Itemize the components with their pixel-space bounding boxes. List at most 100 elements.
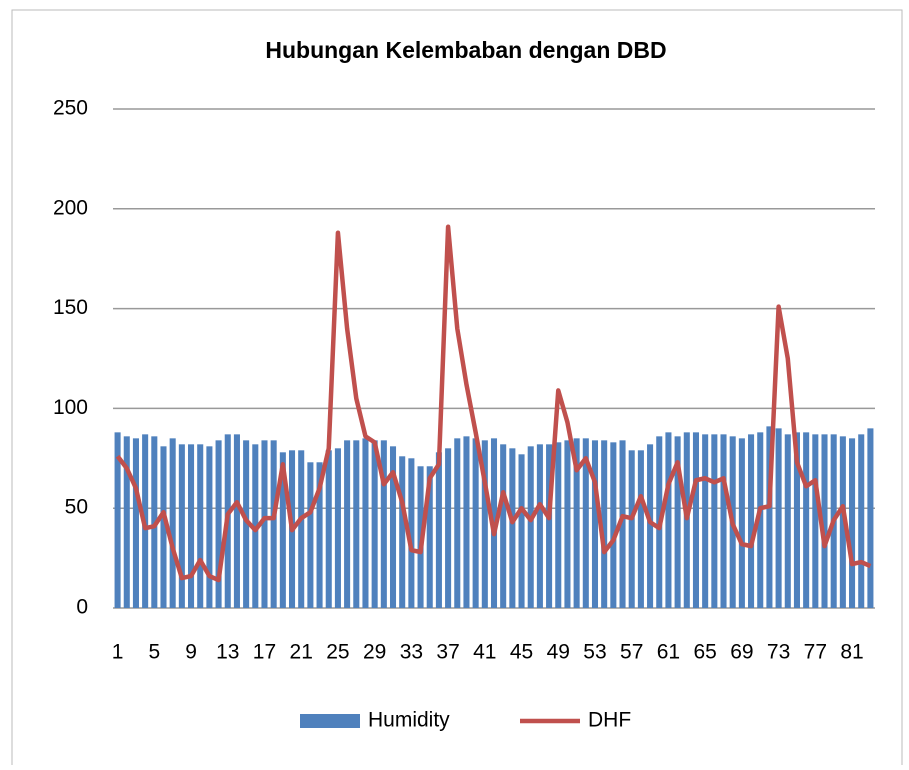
- bar: [307, 462, 314, 608]
- bar: [463, 436, 470, 608]
- x-tick-label: 69: [730, 641, 753, 664]
- bar: [692, 432, 700, 608]
- bar: [445, 448, 452, 608]
- bar: [527, 446, 534, 608]
- bar: [757, 432, 764, 608]
- bar: [619, 440, 626, 608]
- bar: [362, 438, 369, 608]
- bar: [233, 434, 240, 608]
- x-tick-label: 5: [148, 641, 160, 664]
- legend-label: DHF: [588, 709, 631, 732]
- x-tick-label: 21: [290, 641, 313, 664]
- y-tick-label: 200: [53, 196, 88, 219]
- bar: [793, 432, 800, 608]
- bar: [206, 446, 213, 608]
- y-tick-label: 100: [53, 396, 88, 419]
- bar: [123, 436, 130, 608]
- bar: [546, 444, 553, 608]
- bar: [454, 438, 461, 608]
- bar: [399, 456, 406, 608]
- legend-label: Humidity: [368, 709, 450, 732]
- bar: [481, 440, 488, 608]
- chart-title: Hubungan Kelembaban dengan DBD: [265, 37, 666, 63]
- bar: [160, 446, 167, 608]
- y-tick-label: 0: [76, 596, 88, 619]
- bar: [279, 452, 286, 608]
- bar: [711, 434, 718, 608]
- bar: [518, 454, 525, 608]
- x-tick-label: 33: [400, 641, 423, 664]
- chart-frame: [11, 9, 903, 770]
- x-tick-label: 29: [363, 641, 386, 664]
- y-tick-label: 50: [65, 496, 88, 519]
- x-tick-label: 53: [583, 641, 606, 664]
- legend-swatch: [300, 714, 360, 728]
- x-tick-label: 61: [657, 641, 680, 664]
- y-tick-label: 150: [53, 296, 88, 319]
- bar: [674, 436, 681, 608]
- bar: [353, 440, 360, 608]
- x-tick-label: 25: [326, 641, 349, 664]
- bar: [766, 426, 773, 608]
- bar: [803, 432, 810, 608]
- x-tick-label: 13: [216, 641, 239, 664]
- x-tick-label: 9: [185, 641, 197, 664]
- bar: [169, 438, 176, 608]
- bar: [647, 444, 654, 608]
- bar: [178, 444, 185, 608]
- bar: [472, 438, 479, 608]
- x-tick-label: 41: [473, 641, 496, 664]
- x-tick-label: 77: [804, 641, 827, 664]
- bar: [849, 438, 856, 608]
- bar: [573, 438, 580, 608]
- bar: [252, 444, 259, 608]
- bar: [509, 448, 516, 608]
- bar: [435, 452, 442, 608]
- x-tick-label: 57: [620, 641, 643, 664]
- bar: [215, 440, 222, 608]
- bar: [426, 466, 433, 608]
- bar: [344, 440, 351, 608]
- bar: [812, 434, 819, 608]
- y-tick-label: 250: [53, 97, 88, 120]
- bar: [610, 442, 617, 608]
- bar: [637, 450, 644, 608]
- bar: [665, 432, 672, 608]
- bar: [555, 442, 562, 608]
- bar: [132, 438, 139, 608]
- bar: [261, 440, 268, 608]
- bar: [702, 434, 709, 608]
- bar: [325, 450, 332, 608]
- bar: [775, 428, 782, 608]
- bar: [270, 440, 277, 608]
- bar: [867, 428, 874, 608]
- bar: [389, 446, 397, 608]
- x-tick-label: 17: [253, 641, 276, 664]
- bar: [371, 440, 378, 608]
- x-tick-label: 1: [112, 641, 124, 664]
- bar: [536, 444, 543, 608]
- bar: [316, 462, 323, 608]
- x-tick-label: 65: [693, 641, 716, 664]
- bar: [114, 432, 121, 608]
- bar: [601, 440, 608, 608]
- bar: [628, 450, 635, 608]
- bar: [821, 434, 828, 608]
- bar: [738, 438, 745, 608]
- bar: [188, 444, 195, 608]
- bar: [582, 438, 589, 608]
- bar: [858, 434, 865, 608]
- x-tick-label: 37: [436, 641, 459, 664]
- bar: [334, 448, 341, 608]
- bar: [408, 458, 415, 608]
- bar: [298, 450, 305, 608]
- bar: [243, 440, 250, 608]
- bar: [564, 440, 571, 608]
- x-tick-label: 73: [767, 641, 790, 664]
- x-tick-label: 45: [510, 641, 533, 664]
- bar: [380, 440, 387, 608]
- bar: [500, 444, 507, 608]
- bar: [748, 434, 755, 608]
- line: [115, 224, 872, 583]
- bar: [784, 434, 791, 608]
